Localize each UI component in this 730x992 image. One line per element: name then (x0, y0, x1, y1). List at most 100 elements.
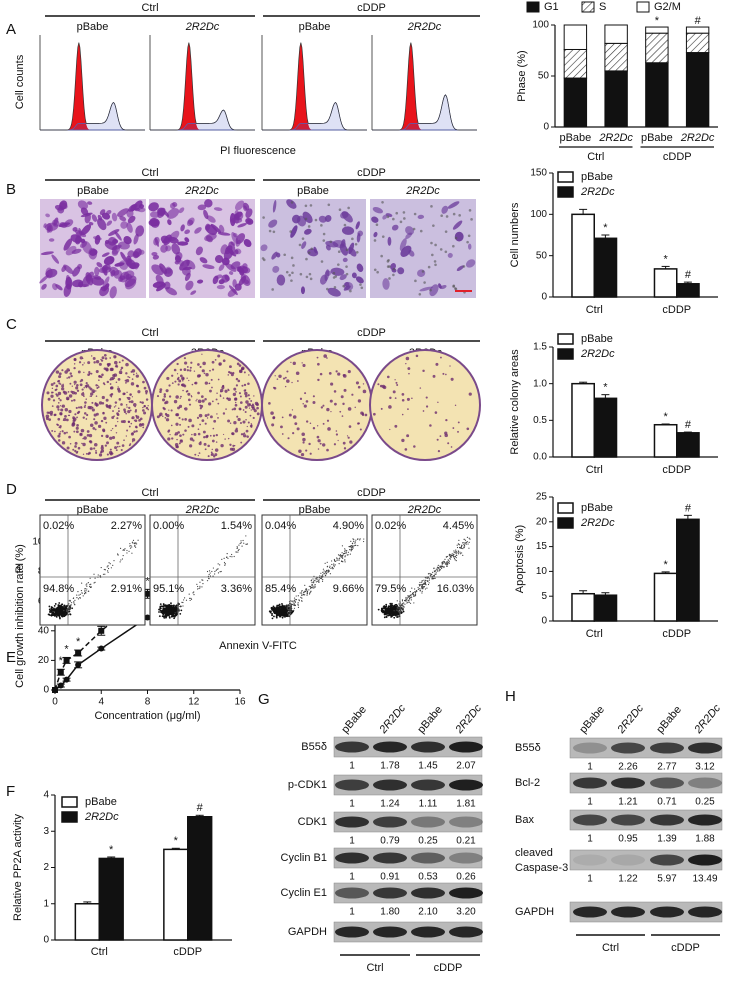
event (409, 591, 411, 593)
colony (74, 445, 77, 448)
event (408, 597, 411, 600)
event (217, 568, 219, 570)
point (144, 614, 151, 621)
colony (175, 422, 179, 426)
event (293, 602, 295, 605)
pore (359, 283, 362, 286)
colony (233, 387, 237, 391)
pore (454, 287, 457, 290)
event (354, 544, 356, 546)
colony (195, 400, 197, 402)
colony (56, 405, 60, 409)
colony (128, 425, 131, 428)
colony (242, 420, 246, 424)
point (52, 687, 58, 693)
event (286, 611, 289, 614)
cell (212, 275, 219, 285)
colony (82, 438, 84, 440)
colony (77, 446, 81, 450)
colony (115, 449, 118, 452)
x-tick-label: 4 (98, 697, 104, 708)
colony (445, 419, 448, 422)
cell (213, 207, 223, 211)
cell (290, 225, 298, 238)
event (168, 605, 171, 608)
event (402, 605, 404, 607)
event (282, 612, 285, 615)
band-value: 0.53 (418, 872, 438, 883)
cell (78, 227, 83, 236)
colony (92, 426, 96, 430)
colony (96, 386, 99, 390)
event (107, 565, 109, 567)
colony (216, 392, 218, 395)
colony (238, 392, 241, 395)
pore (468, 209, 472, 212)
cell (52, 219, 60, 227)
hist-fit (40, 101, 145, 131)
colony (94, 421, 98, 425)
colony (176, 373, 179, 375)
pore (444, 250, 448, 254)
event (303, 591, 305, 593)
event (51, 612, 54, 614)
colony (211, 368, 215, 371)
event (385, 603, 388, 606)
event (197, 588, 199, 590)
event (224, 564, 226, 566)
annotation: # (685, 502, 692, 514)
event (312, 585, 314, 587)
colony (299, 397, 303, 400)
colony (77, 406, 81, 409)
event (73, 602, 75, 604)
colony (75, 406, 78, 410)
colony (82, 416, 85, 419)
colony (117, 386, 119, 388)
colony (316, 425, 319, 427)
colony (68, 435, 71, 439)
pore (301, 237, 305, 240)
colony (207, 444, 210, 448)
band-value: 1 (587, 797, 593, 808)
event (215, 569, 217, 572)
event (387, 611, 390, 614)
cell (184, 237, 190, 243)
event (435, 572, 437, 574)
cell (238, 267, 245, 276)
event (353, 540, 355, 543)
legend-label: G1 (544, 1, 559, 13)
band (650, 742, 684, 754)
event (341, 545, 344, 547)
event (136, 543, 138, 545)
colony (346, 435, 349, 437)
event (287, 615, 290, 617)
event (206, 570, 209, 573)
pore (345, 265, 348, 268)
band-value: 0.79 (380, 836, 400, 847)
event (306, 591, 308, 594)
event (303, 593, 305, 595)
cell (135, 225, 145, 237)
y-tick-label: 100 (530, 209, 547, 220)
pore (299, 272, 303, 276)
point (75, 650, 82, 656)
colony (210, 453, 214, 456)
band (573, 814, 607, 826)
colony (58, 432, 61, 436)
cell (55, 284, 63, 291)
column-label: 2R2Dc (377, 702, 409, 737)
event (70, 606, 72, 608)
colony (120, 366, 124, 370)
cell (109, 256, 115, 261)
band (688, 814, 722, 826)
colony (256, 406, 259, 410)
colony (432, 374, 436, 378)
colony (64, 414, 67, 418)
event (306, 590, 309, 593)
colony (166, 376, 170, 380)
colony (197, 454, 199, 457)
event (238, 548, 240, 551)
y-tick-label: 20 (536, 516, 548, 527)
event (400, 608, 402, 611)
colony (173, 399, 178, 404)
